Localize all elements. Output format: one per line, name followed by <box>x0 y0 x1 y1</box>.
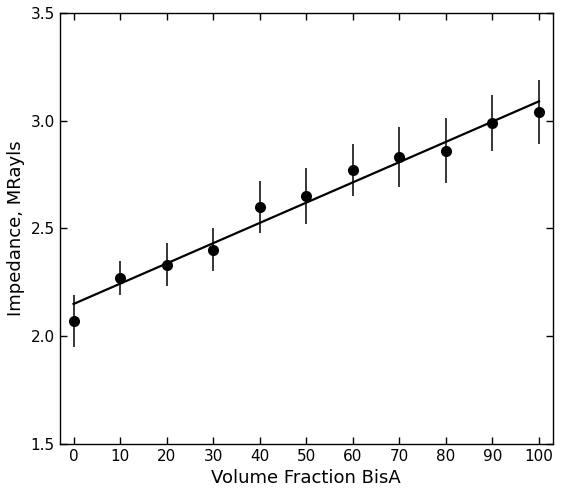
Y-axis label: Impedance, MRayls: Impedance, MRayls <box>7 140 25 316</box>
X-axis label: Volume Fraction BisA: Volume Fraction BisA <box>211 469 401 487</box>
